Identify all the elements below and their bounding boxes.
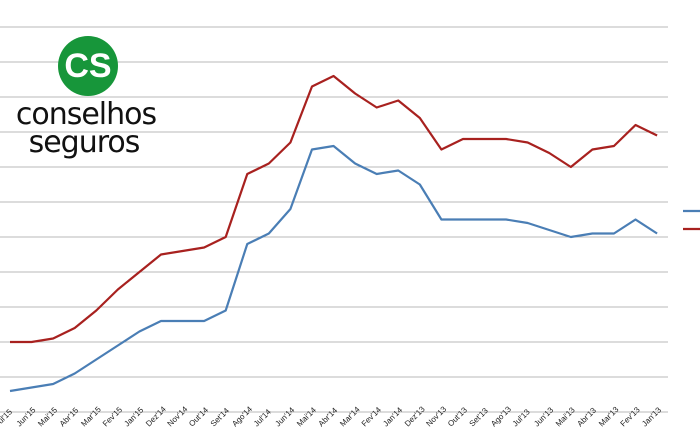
logo: CS conselhos seguros: [16, 36, 158, 160]
x-tick-label: Jun'13: [532, 405, 555, 428]
logo-mark: CS: [64, 47, 111, 85]
x-tick-label: Dez'14: [144, 404, 168, 428]
x-tick-label: Fev'14: [360, 405, 384, 429]
x-tick-label: Nov'13: [424, 404, 448, 428]
x-tick-label: Fev'13: [619, 405, 643, 429]
x-tick-label: Jul'13: [511, 407, 532, 428]
x-tick-label: Out'14: [187, 405, 210, 428]
x-tick-label: Nov'14: [166, 404, 190, 428]
x-tick-label: Mar'13: [597, 405, 621, 429]
x-tick-label: Jan'13: [640, 405, 663, 428]
x-tick-label: Jul'15: [0, 407, 14, 428]
series-line: [9, 144, 658, 393]
x-tick-label: Set'13: [468, 406, 491, 429]
x-tick-label: Mar'14: [338, 405, 362, 429]
x-tick-label: Mai'14: [295, 405, 318, 428]
x-tick-label: Mai'13: [554, 405, 577, 428]
x-tick-label: Abr'15: [58, 405, 81, 428]
x-tick-label: Dez'13: [403, 404, 427, 428]
x-tick-label: Jun'14: [273, 405, 296, 428]
x-tick-label: Jan'15: [122, 405, 145, 428]
logo-line1: conselhos: [16, 97, 157, 132]
x-tick-label: Jan'14: [381, 405, 404, 428]
x-tick-label: Jun'15: [15, 405, 38, 428]
x-tick-label: Fev'15: [101, 405, 125, 429]
x-tick-label: Ago'14: [230, 404, 254, 428]
x-tick-label: Mai'15: [36, 405, 59, 428]
x-tick-label: Mar'15: [79, 405, 103, 429]
x-tick-label: Abr'14: [317, 405, 340, 428]
series-line: [10, 74, 658, 344]
x-tick-label: Ago'13: [489, 404, 513, 428]
x-tick-label: Jul'14: [252, 407, 273, 428]
logo-circle: [58, 36, 118, 96]
x-tick-label: Abr'13: [575, 405, 598, 428]
x-tick-label: Set'14: [209, 406, 232, 429]
x-tick-label: Out'13: [446, 405, 469, 428]
logo-line2: seguros: [29, 125, 140, 160]
